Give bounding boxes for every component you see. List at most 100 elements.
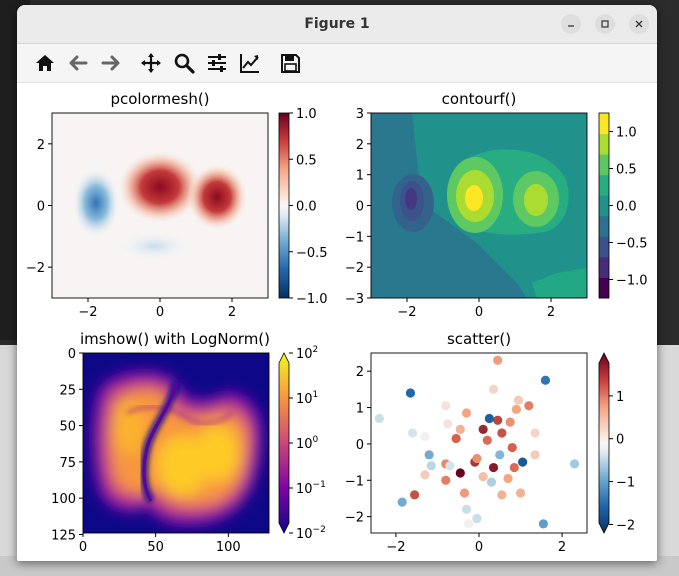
edit-axis-button[interactable]	[237, 50, 263, 76]
background-strip	[0, 556, 679, 576]
x-tick-label: 0	[475, 305, 483, 320]
scatter-point	[497, 490, 507, 500]
scatter-point	[538, 519, 548, 529]
figure-canvas[interactable]: pcolormesh() −2 0 2 2 0 −2 1.0 0.5 0.0 −0.5 −1.0 …	[17, 83, 657, 561]
colorbar-tick-label: 10−1	[296, 480, 326, 497]
colorbar-level	[599, 154, 609, 176]
scatter-point	[509, 462, 519, 473]
contourf-image	[371, 113, 587, 298]
maximize-icon	[601, 20, 609, 28]
scatter-point	[511, 404, 521, 414]
scatter-point	[478, 424, 488, 434]
colorbar-tick-label: −2	[616, 518, 635, 533]
x-tick-label: −2	[397, 305, 416, 320]
scatter-point	[443, 419, 453, 429]
axis-ticks: 0 50 100 0 25 50 75 100 125	[51, 347, 241, 555]
back-icon	[69, 55, 88, 71]
scatter-point	[455, 468, 465, 478]
axis-ticks: −2 0 2 2 1 0 −1 −2	[345, 365, 566, 555]
colorbar-level	[599, 256, 609, 278]
colorbar-tick-label: 1.0	[616, 126, 637, 141]
configure-subplots-icon	[208, 54, 226, 72]
colorbar-tick-label: 102	[296, 345, 318, 362]
close-button[interactable]	[629, 14, 649, 34]
colorbar-tick-exponent: −1	[313, 480, 326, 490]
scatter-point	[397, 497, 407, 507]
minimize-button[interactable]	[561, 14, 581, 34]
zoom-button[interactable]	[171, 50, 197, 76]
pan-icon	[141, 53, 161, 73]
scatter-point	[507, 442, 517, 453]
x-tick-label: 100	[216, 540, 241, 555]
colorbar-level	[599, 174, 609, 196]
colorbar-tick-label: −0.5	[296, 246, 328, 261]
colorbar-tick-exponent: 0	[313, 435, 319, 445]
scatter-points	[374, 355, 580, 529]
scatter-point	[461, 408, 472, 418]
close-icon	[635, 20, 643, 28]
scatter-point	[441, 475, 451, 485]
colorbar-level	[599, 195, 609, 217]
scatter-point	[405, 388, 416, 398]
colorbar-tick-exponent: 1	[313, 390, 319, 400]
x-tick-label: 50	[147, 540, 164, 555]
maximize-button[interactable]	[595, 14, 615, 34]
scatter-point	[569, 459, 580, 469]
y-tick-label: −2	[345, 511, 364, 526]
pan-button[interactable]	[138, 50, 164, 76]
colorbar	[278, 352, 290, 534]
colorbar-level	[599, 215, 609, 237]
y-tick-label: 125	[51, 528, 76, 543]
chart-title: scatter()	[447, 330, 511, 348]
colorbar-tick-base: 10	[296, 437, 313, 452]
scatter-point	[464, 519, 474, 529]
scatter-point	[420, 470, 430, 480]
scatter-point	[515, 488, 526, 498]
scatter-point	[505, 417, 515, 427]
y-tick-label: 0	[68, 347, 76, 362]
scatter-point	[488, 462, 499, 473]
colorbar-tick-label: −0.5	[616, 237, 648, 252]
scatter-point	[441, 401, 451, 411]
plot-area	[371, 353, 587, 533]
scatter-point	[518, 457, 528, 467]
scatter-point	[410, 490, 420, 500]
minimize-icon	[568, 25, 574, 27]
scatter-point	[482, 435, 492, 445]
scatter-point	[407, 428, 418, 438]
y-tick-label: 1	[356, 169, 364, 184]
axis-ticks: −2 0 2 2 0 −2	[26, 138, 236, 320]
imshow-panel: imshow() with LogNorm()	[51, 330, 326, 555]
scatter-point	[493, 355, 503, 365]
scatter-point	[530, 450, 540, 460]
y-tick-label: −1	[345, 474, 364, 489]
colorbar-tick-label: 0.5	[296, 153, 317, 168]
scatter-point	[493, 415, 503, 425]
colorbar-level	[599, 277, 609, 299]
colorbar-tick-label: −1.0	[296, 292, 328, 307]
colorbar-ticks: 1.0 0.5 0.0 −0.5 −1.0	[289, 107, 328, 307]
colorbar-tick-exponent: −2	[313, 525, 326, 535]
colorbar-tick-label: −1	[616, 476, 635, 491]
colorbar-tick-base: 10	[296, 527, 313, 542]
scatter-point	[497, 428, 507, 438]
scatter-point	[486, 477, 497, 487]
scatter-point	[478, 472, 488, 482]
colorbar-tick-label: 0	[616, 433, 624, 448]
edit-axis-icon	[240, 54, 259, 73]
save-button[interactable]	[277, 50, 303, 76]
forward-button[interactable]	[98, 50, 124, 76]
title-bar[interactable]: Figure 1	[17, 5, 657, 44]
x-tick-label: 0	[475, 540, 483, 555]
figure-window: Figure 1	[17, 5, 657, 561]
configure-subplots-button[interactable]	[204, 50, 230, 76]
home-button[interactable]	[32, 50, 58, 76]
colorbar-tick-label: 0.5	[616, 163, 637, 178]
y-tick-label: 2	[356, 365, 364, 380]
save-icon	[281, 54, 300, 73]
scatter-point	[420, 432, 430, 442]
back-button[interactable]	[65, 50, 91, 76]
chart-title: contourf()	[442, 90, 517, 108]
colorbar-level	[599, 113, 609, 135]
y-tick-label: 50	[59, 420, 76, 435]
